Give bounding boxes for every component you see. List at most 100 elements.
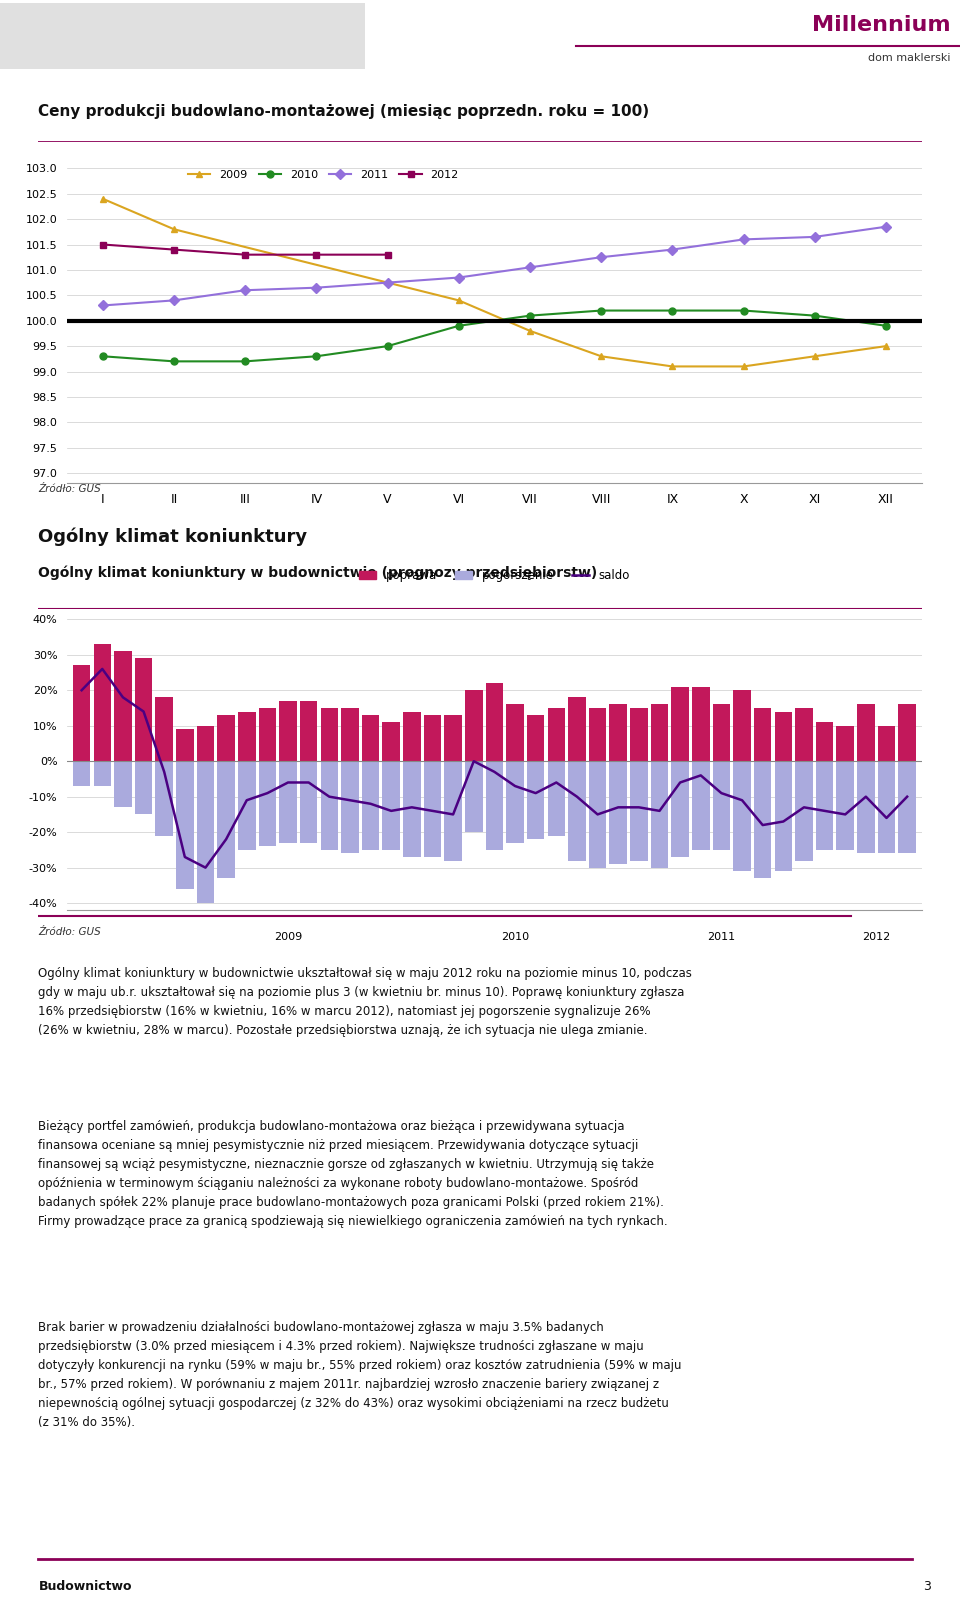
- 2009: [809, 346, 821, 366]
- Bar: [0, 3, 365, 69]
- Bar: [176, 762, 194, 889]
- 2012: [168, 240, 180, 259]
- Line: 2010: 2010: [99, 308, 890, 364]
- Bar: [712, 704, 731, 762]
- Bar: [362, 762, 379, 851]
- Text: Ceny produkcji budowlano-montażowej (miesiąc poprzedn. roku = 100): Ceny produkcji budowlano-montażowej (mie…: [38, 103, 650, 119]
- 2009: [666, 356, 678, 375]
- Bar: [506, 762, 524, 843]
- Bar: [754, 762, 772, 878]
- Bar: [465, 690, 483, 762]
- 2010: [311, 346, 323, 366]
- Bar: [547, 707, 565, 762]
- 2011: [595, 248, 607, 267]
- Bar: [321, 707, 338, 762]
- Text: 2009: 2009: [274, 931, 302, 941]
- Bar: [651, 704, 668, 762]
- Bar: [300, 762, 318, 843]
- Text: Brak barier w prowadzeniu działalności budowlano-montażowej zgłasza w maju 3.5% : Brak barier w prowadzeniu działalności b…: [38, 1321, 682, 1429]
- Bar: [134, 659, 153, 762]
- Bar: [630, 762, 648, 860]
- 2011: [168, 290, 180, 309]
- Bar: [610, 762, 627, 863]
- Bar: [258, 762, 276, 846]
- Bar: [692, 762, 709, 851]
- Bar: [238, 712, 255, 762]
- Text: Bieżący portfel zamówień, produkcja budowlano-montażowa oraz bieżąca i przewidyw: Bieżący portfel zamówień, produkcja budo…: [38, 1120, 668, 1228]
- Bar: [176, 730, 194, 762]
- Bar: [300, 701, 318, 762]
- Bar: [712, 762, 731, 851]
- Bar: [486, 683, 503, 762]
- Bar: [403, 762, 420, 857]
- Bar: [423, 715, 442, 762]
- 2010: [524, 306, 536, 325]
- 2010: [382, 337, 394, 356]
- 2011: [453, 267, 465, 287]
- Bar: [423, 762, 442, 857]
- Bar: [899, 762, 916, 854]
- Text: dom maklerski: dom maklerski: [868, 53, 950, 63]
- 2012: [97, 235, 108, 255]
- Bar: [568, 698, 586, 762]
- Legend: 2009, 2010, 2011, 2012: 2009, 2010, 2011, 2012: [183, 166, 464, 184]
- Bar: [588, 707, 607, 762]
- Line: 2011: 2011: [99, 224, 890, 309]
- Bar: [486, 762, 503, 851]
- Bar: [671, 686, 689, 762]
- Text: 2012: 2012: [862, 931, 890, 941]
- 2010: [809, 306, 821, 325]
- Bar: [93, 644, 111, 762]
- 2012: [382, 245, 394, 264]
- Bar: [857, 704, 875, 762]
- Bar: [775, 762, 792, 872]
- 2011: [809, 227, 821, 246]
- Bar: [877, 762, 896, 854]
- Bar: [156, 698, 173, 762]
- Text: 2010: 2010: [501, 931, 529, 941]
- 2010: [595, 301, 607, 321]
- Bar: [630, 707, 648, 762]
- Bar: [197, 725, 214, 762]
- Bar: [795, 762, 813, 860]
- Line: 2009: 2009: [99, 195, 890, 371]
- Bar: [114, 651, 132, 762]
- 2009: [524, 321, 536, 340]
- 2010: [880, 316, 892, 335]
- 2011: [382, 272, 394, 292]
- Bar: [836, 762, 854, 851]
- Text: 2011: 2011: [708, 931, 735, 941]
- 2010: [239, 351, 251, 371]
- Bar: [444, 762, 462, 860]
- 2009: [453, 290, 465, 309]
- Bar: [506, 704, 524, 762]
- 2010: [453, 316, 465, 335]
- Bar: [114, 762, 132, 807]
- Text: Budownictwo: Budownictwo: [38, 1580, 132, 1593]
- 2011: [666, 240, 678, 259]
- 2012: [311, 245, 323, 264]
- Bar: [692, 686, 709, 762]
- Text: Ogólny klimat koniunktury: Ogólny klimat koniunktury: [38, 527, 307, 546]
- 2009: [595, 346, 607, 366]
- 2009: [880, 337, 892, 356]
- Bar: [899, 704, 916, 762]
- Bar: [217, 715, 235, 762]
- Bar: [93, 762, 111, 786]
- Bar: [547, 762, 565, 836]
- Bar: [568, 762, 586, 860]
- Text: Ogólny klimat koniunktury w budownictwie ukształtował się w maju 2012 roku na po: Ogólny klimat koniunktury w budownictwie…: [38, 967, 692, 1036]
- 2011: [239, 280, 251, 300]
- Bar: [527, 715, 544, 762]
- Bar: [362, 715, 379, 762]
- 2009: [168, 219, 180, 238]
- Bar: [610, 704, 627, 762]
- Bar: [733, 762, 751, 872]
- 2010: [97, 346, 108, 366]
- Bar: [816, 762, 833, 851]
- Line: 2012: 2012: [99, 242, 391, 258]
- Text: Ogólny klimat koniunktury w budownictwie (prognozy przedsiębiorstw): Ogólny klimat koniunktury w budownictwie…: [38, 565, 598, 580]
- 2010: [738, 301, 750, 321]
- Bar: [279, 762, 297, 843]
- Bar: [73, 762, 90, 786]
